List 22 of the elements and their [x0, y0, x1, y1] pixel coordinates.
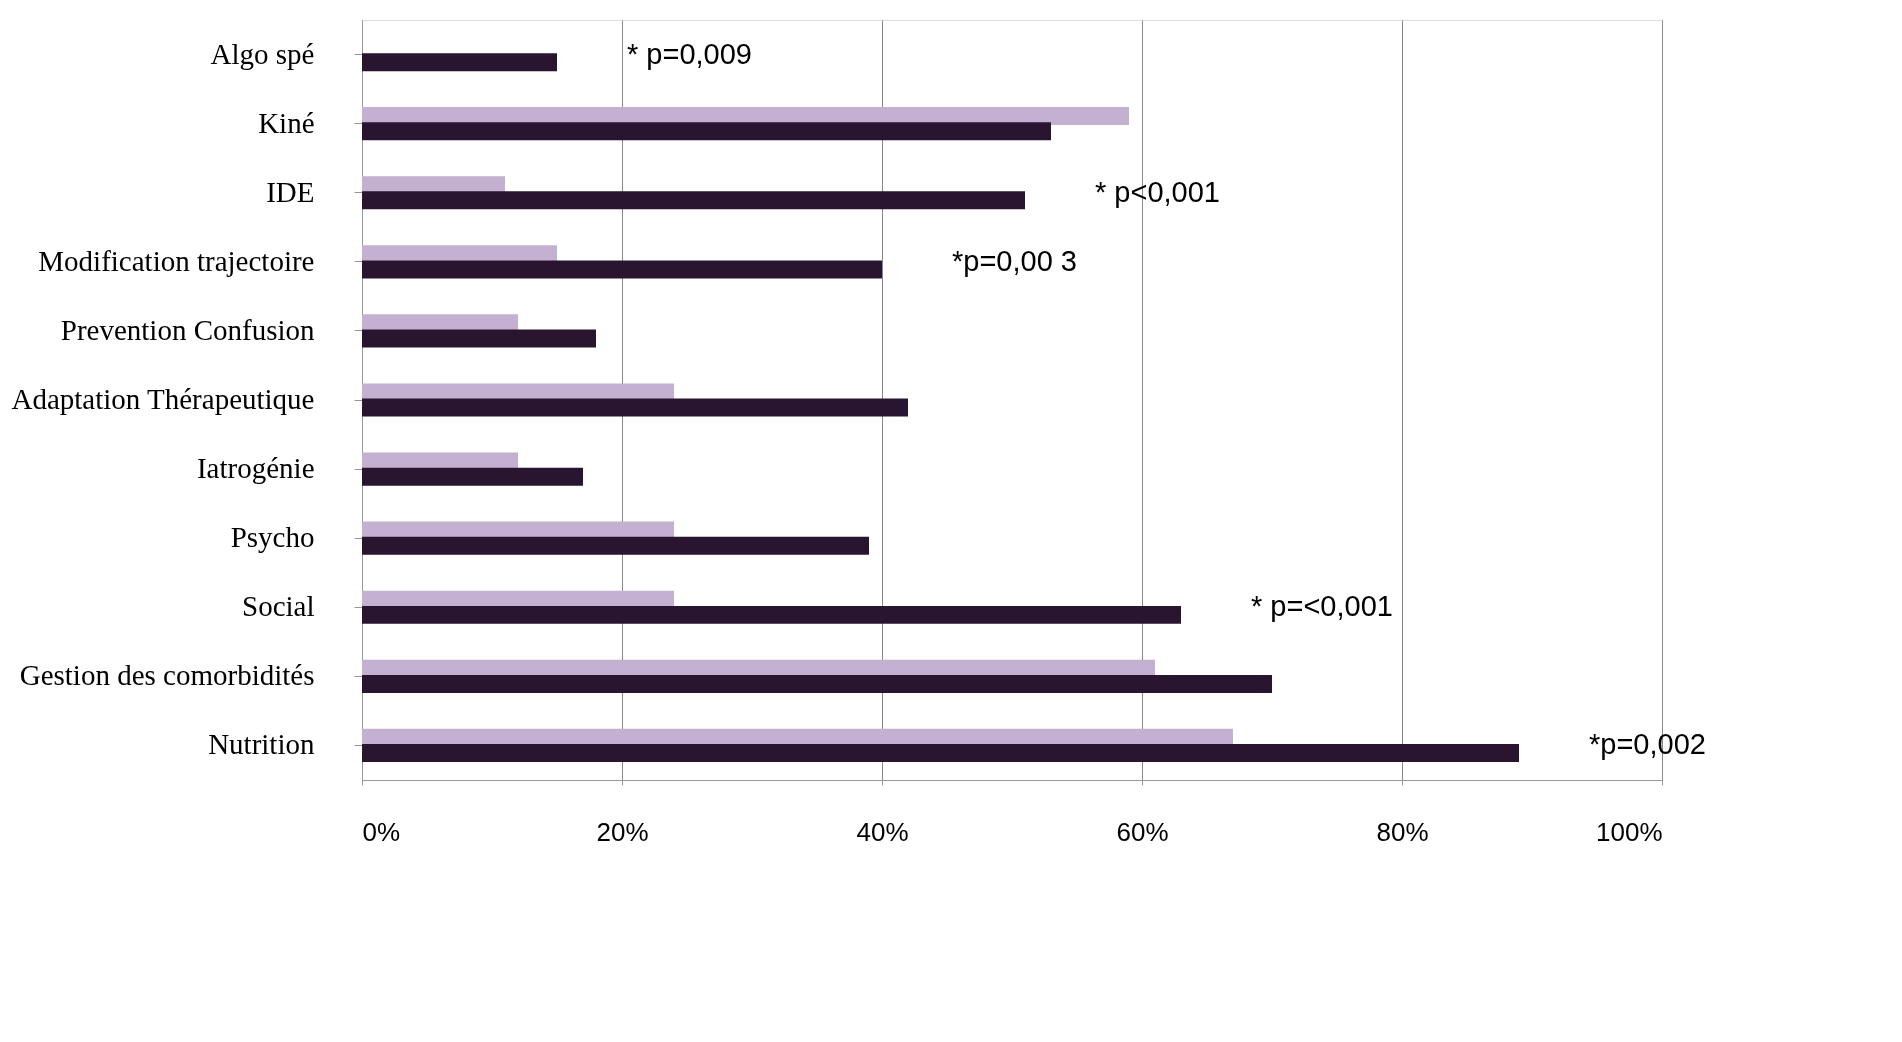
- y-tick-label: IDE: [266, 175, 315, 208]
- y-tick-label: Adaptation Thérapeutique: [11, 383, 315, 415]
- x-tick-label: 60%: [1116, 816, 1169, 847]
- y-tick-label: Nutrition: [208, 728, 315, 761]
- y-tick-label: Modification trajectoire: [38, 244, 315, 277]
- x-tick-label: 40%: [856, 816, 909, 847]
- annotation: * p=<0,001: [1251, 590, 1393, 623]
- y-tick-label: Iatrogénie: [196, 452, 315, 485]
- x-tick-label: 80%: [1376, 816, 1429, 847]
- annotation: * p=0,009: [627, 37, 752, 70]
- y-tick-label: Social: [242, 590, 315, 623]
- x-tick-label: 0%: [362, 816, 401, 847]
- y-tick-label: Algo spé: [210, 37, 315, 70]
- x-tick-label: 100%: [1596, 816, 1663, 847]
- y-tick-label: Psycho: [230, 521, 315, 554]
- y-tick-label: Kiné: [258, 106, 315, 139]
- annotation: * p<0,001: [1095, 175, 1220, 208]
- annotation: *p=0,002: [1589, 728, 1706, 761]
- x-tick-label: 20%: [596, 816, 649, 847]
- y-tick-label: Gestion des comorbidités: [19, 659, 315, 692]
- y-tick-label: Prevention Confusion: [60, 313, 315, 346]
- annotation: *p=0,00 3: [952, 244, 1077, 277]
